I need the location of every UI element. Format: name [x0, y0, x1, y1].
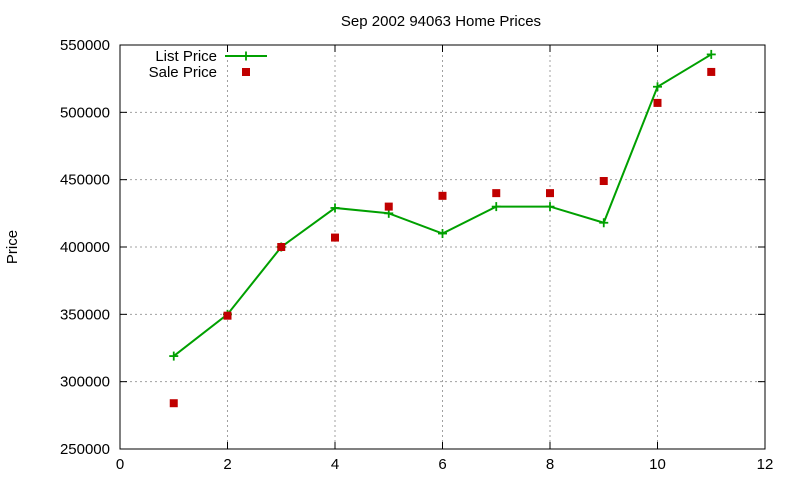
sale-price-point [331, 233, 339, 242]
x-tick-label: 10 [649, 456, 666, 473]
legend-label: Sale Price [149, 64, 217, 81]
chart-title: Sep 2002 94063 Home Prices [341, 13, 541, 30]
sale-price-point [384, 202, 393, 211]
list-price-point [599, 218, 609, 228]
legend-item: List Price [155, 48, 267, 65]
sale-price-series [169, 67, 716, 408]
sale-price-point [223, 311, 232, 320]
list-price-point [169, 351, 179, 361]
grid-lines [120, 45, 765, 449]
legend-label: List Price [155, 48, 217, 65]
y-tick-label: 500000 [60, 104, 110, 121]
series-marks [169, 49, 716, 408]
y-axis-label: Price [4, 230, 21, 264]
sale-price-point [492, 189, 501, 198]
y-tick-label: 350000 [60, 306, 110, 323]
y-tick-label: 300000 [60, 374, 110, 391]
list-price-point [330, 203, 340, 213]
sale-price-point [277, 243, 286, 251]
x-tick-label: 2 [223, 456, 231, 473]
list-price-point [653, 82, 662, 92]
list-price-point [438, 229, 447, 239]
x-tick-label: 12 [757, 456, 774, 473]
y-tick-label: 550000 [60, 37, 110, 54]
sale-price-point [169, 399, 178, 408]
list-price-point [706, 49, 716, 59]
x-tick-label: 4 [331, 456, 339, 473]
x-tick-label: 8 [546, 456, 554, 473]
list-price-point [545, 202, 555, 212]
sale-price-point [546, 189, 554, 198]
sale-price-point [599, 177, 608, 186]
list-price-point [241, 51, 251, 61]
x-tick-label: 0 [116, 456, 124, 473]
y-tick-label: 450000 [60, 172, 110, 189]
list-price-point [491, 202, 501, 212]
sale-price-point [707, 67, 716, 76]
sale-price-point [438, 191, 447, 200]
sale-price-point [653, 98, 662, 107]
legend-item: Sale Price [149, 64, 250, 81]
sale-price-point [242, 68, 250, 76]
y-tick-label: 400000 [60, 239, 110, 256]
axis-ticks: 0 2 4 6 8 10 12 250000 300000 350000 400000 450000 5… [60, 37, 773, 473]
y-tick-label: 250000 [60, 441, 110, 458]
x-tick-label: 6 [438, 456, 446, 473]
